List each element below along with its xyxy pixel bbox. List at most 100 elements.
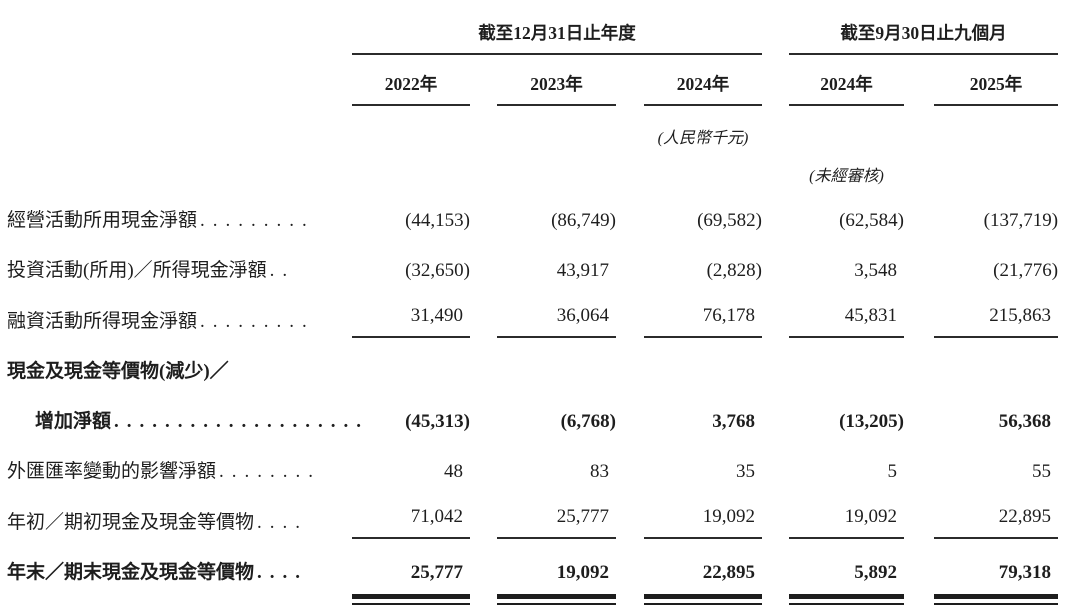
spacer xyxy=(762,148,789,186)
spacer xyxy=(762,6,789,54)
spacer xyxy=(616,487,644,538)
spacer xyxy=(904,186,934,236)
spacer xyxy=(470,387,497,437)
dot-leader: .... xyxy=(257,562,309,583)
spacer xyxy=(470,186,497,236)
cell-value: 76,178 xyxy=(644,286,762,338)
year-header-2024-9m: 2024年 xyxy=(789,54,904,106)
cell-value: 71,042 xyxy=(352,487,470,539)
cell-value: (69,582) xyxy=(697,210,762,231)
cell-empty xyxy=(352,337,470,387)
spacer xyxy=(470,538,497,588)
dot-leader: .................... xyxy=(114,411,370,432)
spacer xyxy=(616,148,644,186)
cash-flow-table: 截至12月31日止年度 截至9月30日止九個月 2022年 2023年 2024… xyxy=(7,6,1059,605)
dot-leader: ......... xyxy=(200,311,315,332)
row-label: 經營活動所用現金淨額......... xyxy=(7,210,315,231)
unit-note-row: (人民幣千元) xyxy=(7,105,1058,148)
spacer xyxy=(762,236,789,286)
cell-value: 19,092 xyxy=(556,562,609,583)
double-rule xyxy=(789,588,904,605)
cell-value: 3,768 xyxy=(712,411,755,432)
cell-value: 19,092 xyxy=(644,487,762,539)
cell-value: (13,205) xyxy=(839,411,904,432)
row-label: 融資活動所得現金淨額......... xyxy=(7,311,315,332)
currency-unit-note: (人民幣千元) xyxy=(657,130,749,147)
cell-value: 5 xyxy=(887,461,898,482)
spacer xyxy=(497,105,616,148)
year-header-2024: 2024年 xyxy=(644,54,762,106)
double-rule xyxy=(497,588,616,605)
period-group-annual: 截至12月31日止年度 xyxy=(352,6,762,55)
spacer xyxy=(352,105,470,148)
spacer xyxy=(904,286,934,337)
spacer xyxy=(616,105,644,148)
spacer xyxy=(7,54,352,105)
spacer xyxy=(644,148,762,186)
dot-leader: .... xyxy=(257,512,309,533)
cell-value: 43,917 xyxy=(556,260,609,281)
spacer xyxy=(470,148,497,186)
row-label: 外匯匯率變動的影響淨額........ xyxy=(7,461,322,482)
spacer xyxy=(470,286,497,337)
double-rule xyxy=(352,588,470,605)
spacer xyxy=(904,487,934,538)
cell-value: (2,828) xyxy=(706,260,762,281)
cell-empty xyxy=(789,337,904,387)
spacer xyxy=(470,54,497,105)
row-label: 現金及現金等價物(減少)／ xyxy=(7,361,229,382)
spacer xyxy=(616,186,644,236)
cell-value: 56,368 xyxy=(998,411,1052,432)
cell-value: 3,548 xyxy=(854,260,897,281)
spacer xyxy=(616,286,644,337)
spacer xyxy=(904,588,934,605)
period-group-nine-months: 截至9月30日止九個月 xyxy=(789,6,1059,55)
spacer xyxy=(616,437,644,487)
cell-value: 79,318 xyxy=(998,562,1052,583)
year-header-row: 2022年 2023年 2024年 2024年 2025年 xyxy=(7,54,1059,106)
spacer xyxy=(904,387,934,437)
spacer xyxy=(470,437,497,487)
spacer xyxy=(789,105,904,148)
cell-value: 83 xyxy=(590,461,609,482)
cell-value: 22,895 xyxy=(702,562,755,583)
row-label: 投資活動(所用)／所得現金淨額.. xyxy=(7,260,296,281)
spacer xyxy=(470,487,497,538)
year-header-2025-9m: 2025年 xyxy=(934,54,1059,106)
spacer xyxy=(762,538,789,588)
cell-empty xyxy=(497,337,616,387)
cell-value: 25,777 xyxy=(410,562,463,583)
cell-value: (62,584) xyxy=(839,210,904,231)
dot-leader: .. xyxy=(269,260,296,281)
spacer xyxy=(470,236,497,286)
cell-value: (44,153) xyxy=(405,210,470,231)
spacer xyxy=(904,105,934,148)
total-double-rule-row xyxy=(7,588,1059,605)
table-row-opening-cash: 年初／期初現金及現金等價物.... 71,042 25,777 19,092 1… xyxy=(7,487,1059,539)
table-row-investing-activities: 投資活動(所用)／所得現金淨額.. (32,650) 43,917 (2,828… xyxy=(7,236,1058,286)
row-label: 年末／期末現金及現金等價物.... xyxy=(7,562,309,583)
cell-empty xyxy=(644,337,762,387)
spacer xyxy=(934,148,1058,186)
table-row-fx-effect: 外匯匯率變動的影響淨額........ 48 83 35 5 55 xyxy=(7,437,1058,487)
table-row-operating-activities: 經營活動所用現金淨額......... (44,153) (86,749) (6… xyxy=(7,186,1058,236)
unaudited-note-row: (未經審核) xyxy=(7,148,1058,186)
cell-value: 36,064 xyxy=(497,286,616,338)
spacer xyxy=(762,186,789,236)
year-header-2022: 2022年 xyxy=(352,54,470,106)
spacer xyxy=(762,105,789,148)
dot-leader: ......... xyxy=(200,210,315,231)
spacer xyxy=(616,54,644,105)
spacer xyxy=(904,538,934,588)
cell-value: (6,768) xyxy=(560,411,616,432)
cell-value: 45,831 xyxy=(789,286,904,338)
spacer xyxy=(616,538,644,588)
spacer xyxy=(7,105,352,148)
table-row-closing-cash: 年末／期末現金及現金等價物.... 25,777 19,092 22,895 5… xyxy=(7,538,1058,588)
cell-value: (86,749) xyxy=(551,210,616,231)
spacer xyxy=(470,105,497,148)
spacer xyxy=(904,54,934,105)
row-label: 年初／期初現金及現金等價物.... xyxy=(7,512,309,533)
spacer xyxy=(934,105,1058,148)
spacer xyxy=(470,337,497,387)
